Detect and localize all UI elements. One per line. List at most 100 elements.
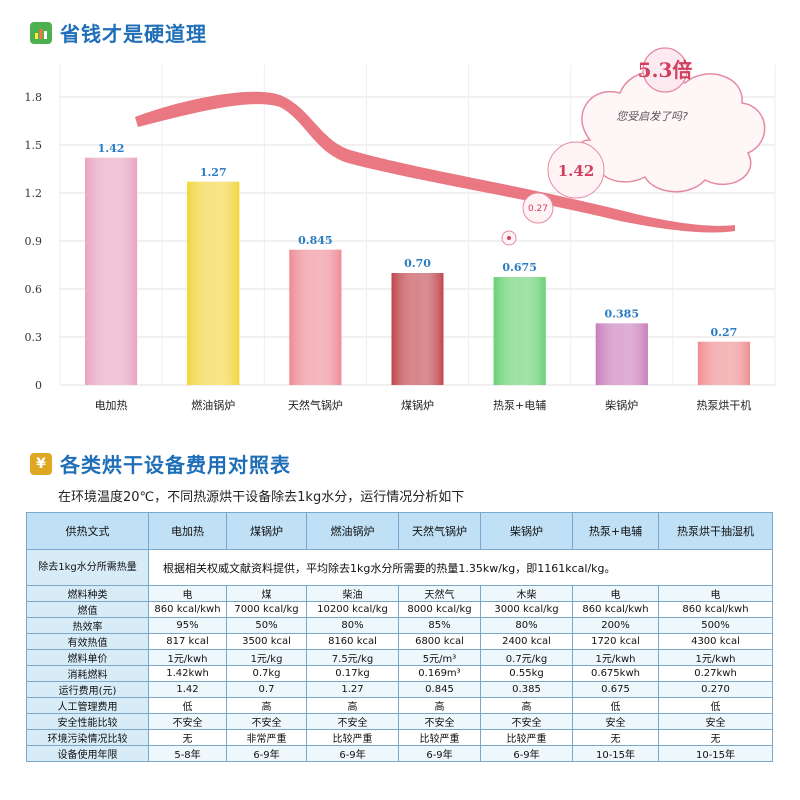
table-cell: 无: [572, 729, 659, 746]
bar-sheen: [697, 341, 750, 385]
table-row-label: 消耗燃料: [26, 665, 149, 682]
bar-value-label: 0.845: [298, 234, 332, 247]
table-cell: 天然气: [398, 585, 481, 602]
table-row: 热效率 95% 50% 80% 85% 80% 200% 500%: [26, 617, 773, 634]
x-category-label: 天然气锅炉: [288, 398, 343, 412]
table-cell: 85%: [398, 617, 481, 634]
table-row-label: 燃料种类: [26, 585, 149, 602]
table-cell: 6-9年: [398, 745, 481, 762]
table-cell: 0.7: [226, 681, 307, 698]
table-cell: 3500 kcal: [226, 633, 307, 650]
bar-value-label: 1.27: [200, 166, 227, 179]
bar-chart-icon: [30, 21, 52, 44]
y-tick-label: 0.3: [25, 331, 43, 344]
table-cell: 6-9年: [226, 745, 307, 762]
table-cell: 比较严重: [398, 729, 481, 746]
y-tick-label: 0.9: [25, 235, 43, 248]
table-row-label: 燃料单价: [26, 649, 149, 666]
table-row-label: 环境污染情况比较: [26, 729, 149, 746]
bar-sheen: [187, 181, 240, 385]
bar-sheen: [595, 323, 648, 385]
chart-axis: 0 0.3 0.6 0.9 1.2 1.5 1.8: [25, 91, 43, 392]
table-cell: 0.675: [572, 681, 659, 698]
bar-sheen: [391, 273, 444, 385]
y-tick-label: 1.5: [25, 139, 43, 152]
table-cell: 不安全: [480, 713, 573, 730]
table-cell: 5元/m³: [398, 649, 481, 666]
table-cell: 860 kcal/kwh: [572, 601, 659, 618]
table-row: 环境污染情况比较无非常严重 比较严重 比较严重 比较严重无无: [26, 729, 773, 746]
table-cell: 6800 kcal: [398, 633, 481, 650]
table-cell: 柴油: [306, 585, 399, 602]
table-cell: 8000 kcal/kg: [398, 601, 481, 618]
table-cell: 6-9年: [306, 745, 399, 762]
table-cell: 无: [658, 729, 773, 746]
x-category-label: 热泵+电辅: [493, 398, 546, 412]
table-cell: 高: [480, 697, 573, 714]
circle-large: [547, 141, 605, 199]
table-row: 人工管理费用低高高高高低低: [26, 697, 773, 714]
section1-title-text: 省钱才是硬道理: [60, 22, 207, 46]
table-cell: 10-15年: [658, 745, 773, 762]
table-cell: 不安全: [306, 713, 399, 730]
trend-curve: [135, 91, 735, 233]
chart-annotations: 5.3倍 您受启发了吗? 1.42 0.27: [501, 47, 766, 246]
x-category-label: 电加热: [95, 399, 128, 412]
table-cell: 煤: [226, 585, 307, 602]
table-cell: 0.169m³: [398, 665, 481, 682]
table-cell: 非常严重: [226, 729, 307, 746]
table-intro: 在环境温度20℃，不同热源烘干设备除去1kg水分，运行情况分析如下: [58, 490, 465, 505]
table-cell: 0.385: [480, 681, 573, 698]
table-cell: 3000 kcal/kg: [480, 601, 573, 618]
table-header-cell: 煤锅炉: [226, 512, 307, 550]
table-cell: 1.42: [148, 681, 227, 698]
table-cell: 1元/kwh: [658, 649, 773, 666]
table-cell: 1元/kg: [226, 649, 307, 666]
table-cell: 高: [226, 697, 307, 714]
table-cell: 860 kcal/kwh: [658, 601, 773, 618]
table-cell: 0.55kg: [480, 665, 573, 682]
section1-title: 省钱才是硬道理: [30, 18, 207, 47]
table-cell: 0.675kwh: [572, 665, 659, 682]
table-row: 有效热值 817 kcal 3500 kcal 8160 kcal 6800 kcal 2…: [26, 633, 773, 650]
table-header-cell: 热泵+电辅: [572, 512, 659, 550]
table-cell: 200%: [572, 617, 659, 634]
bar-value-label: 1.42: [98, 142, 125, 155]
table-header-row: 供热文式 电加热 煤锅炉 燃油锅炉 天然气锅炉 柴锅炉 热泵+电辅 热泵烘干抽湿机: [26, 512, 773, 550]
table-cell: 比较严重: [306, 729, 399, 746]
thought-cloud: [579, 70, 766, 193]
table-header-cell: 天然气锅炉: [398, 512, 481, 550]
table-header-cell: 燃油锅炉: [306, 512, 399, 550]
bar-sheen: [85, 157, 138, 385]
table-cell: 低: [148, 697, 227, 714]
x-category-label: 热泵烘干机: [696, 398, 751, 412]
table-row: 安全性能比较 不安全 不安全 不安全 不安全 不安全 安全 安全: [26, 713, 773, 730]
table-cell: 7000 kcal/kg: [226, 601, 307, 618]
table-cell: 4300 kcal: [658, 633, 773, 650]
table-cell: 安全: [572, 713, 659, 730]
y-tick-label: 0: [35, 379, 42, 392]
table-cell: 0.845: [398, 681, 481, 698]
table-cell: 1.27: [306, 681, 399, 698]
table-cell: 低: [658, 697, 773, 714]
table-cell: 安全: [658, 713, 773, 730]
table-cell: 0.270: [658, 681, 773, 698]
table-cell: 比较严重: [480, 729, 573, 746]
table-header-cell: 柴锅炉: [480, 512, 573, 550]
table-cell: 8160 kcal: [306, 633, 399, 650]
cost-bar-chart: 0 0.3 0.6 0.9 1.2 1.5 1.8 1.42 电加热 1.27 燃油锅炉 0.845…: [25, 47, 776, 412]
cost-comparison-table: 供热文式 电加热 煤锅炉 燃油锅炉 天然气锅炉 柴锅炉 热泵+电辅 热泵烘干抽湿机 除去1k…: [26, 512, 773, 762]
table-cell: 高: [398, 697, 481, 714]
table-cell: 无: [148, 729, 227, 746]
table-header-cell: 热泵烘干抽湿机: [658, 512, 773, 550]
table-row-label: 有效热值: [26, 633, 149, 650]
table-cell: 电: [658, 585, 773, 602]
yen-icon: ¥: [30, 452, 52, 475]
table-cell: 817 kcal: [148, 633, 227, 650]
ratio-bubble: [642, 47, 688, 93]
table-cell: 0.17kg: [306, 665, 399, 682]
table-row-label: 安全性能比较: [26, 713, 149, 730]
table-row-label: 设备使用年限: [26, 745, 149, 762]
y-tick-label: 1.2: [25, 187, 43, 200]
table-header-first: 供热文式: [26, 512, 149, 550]
